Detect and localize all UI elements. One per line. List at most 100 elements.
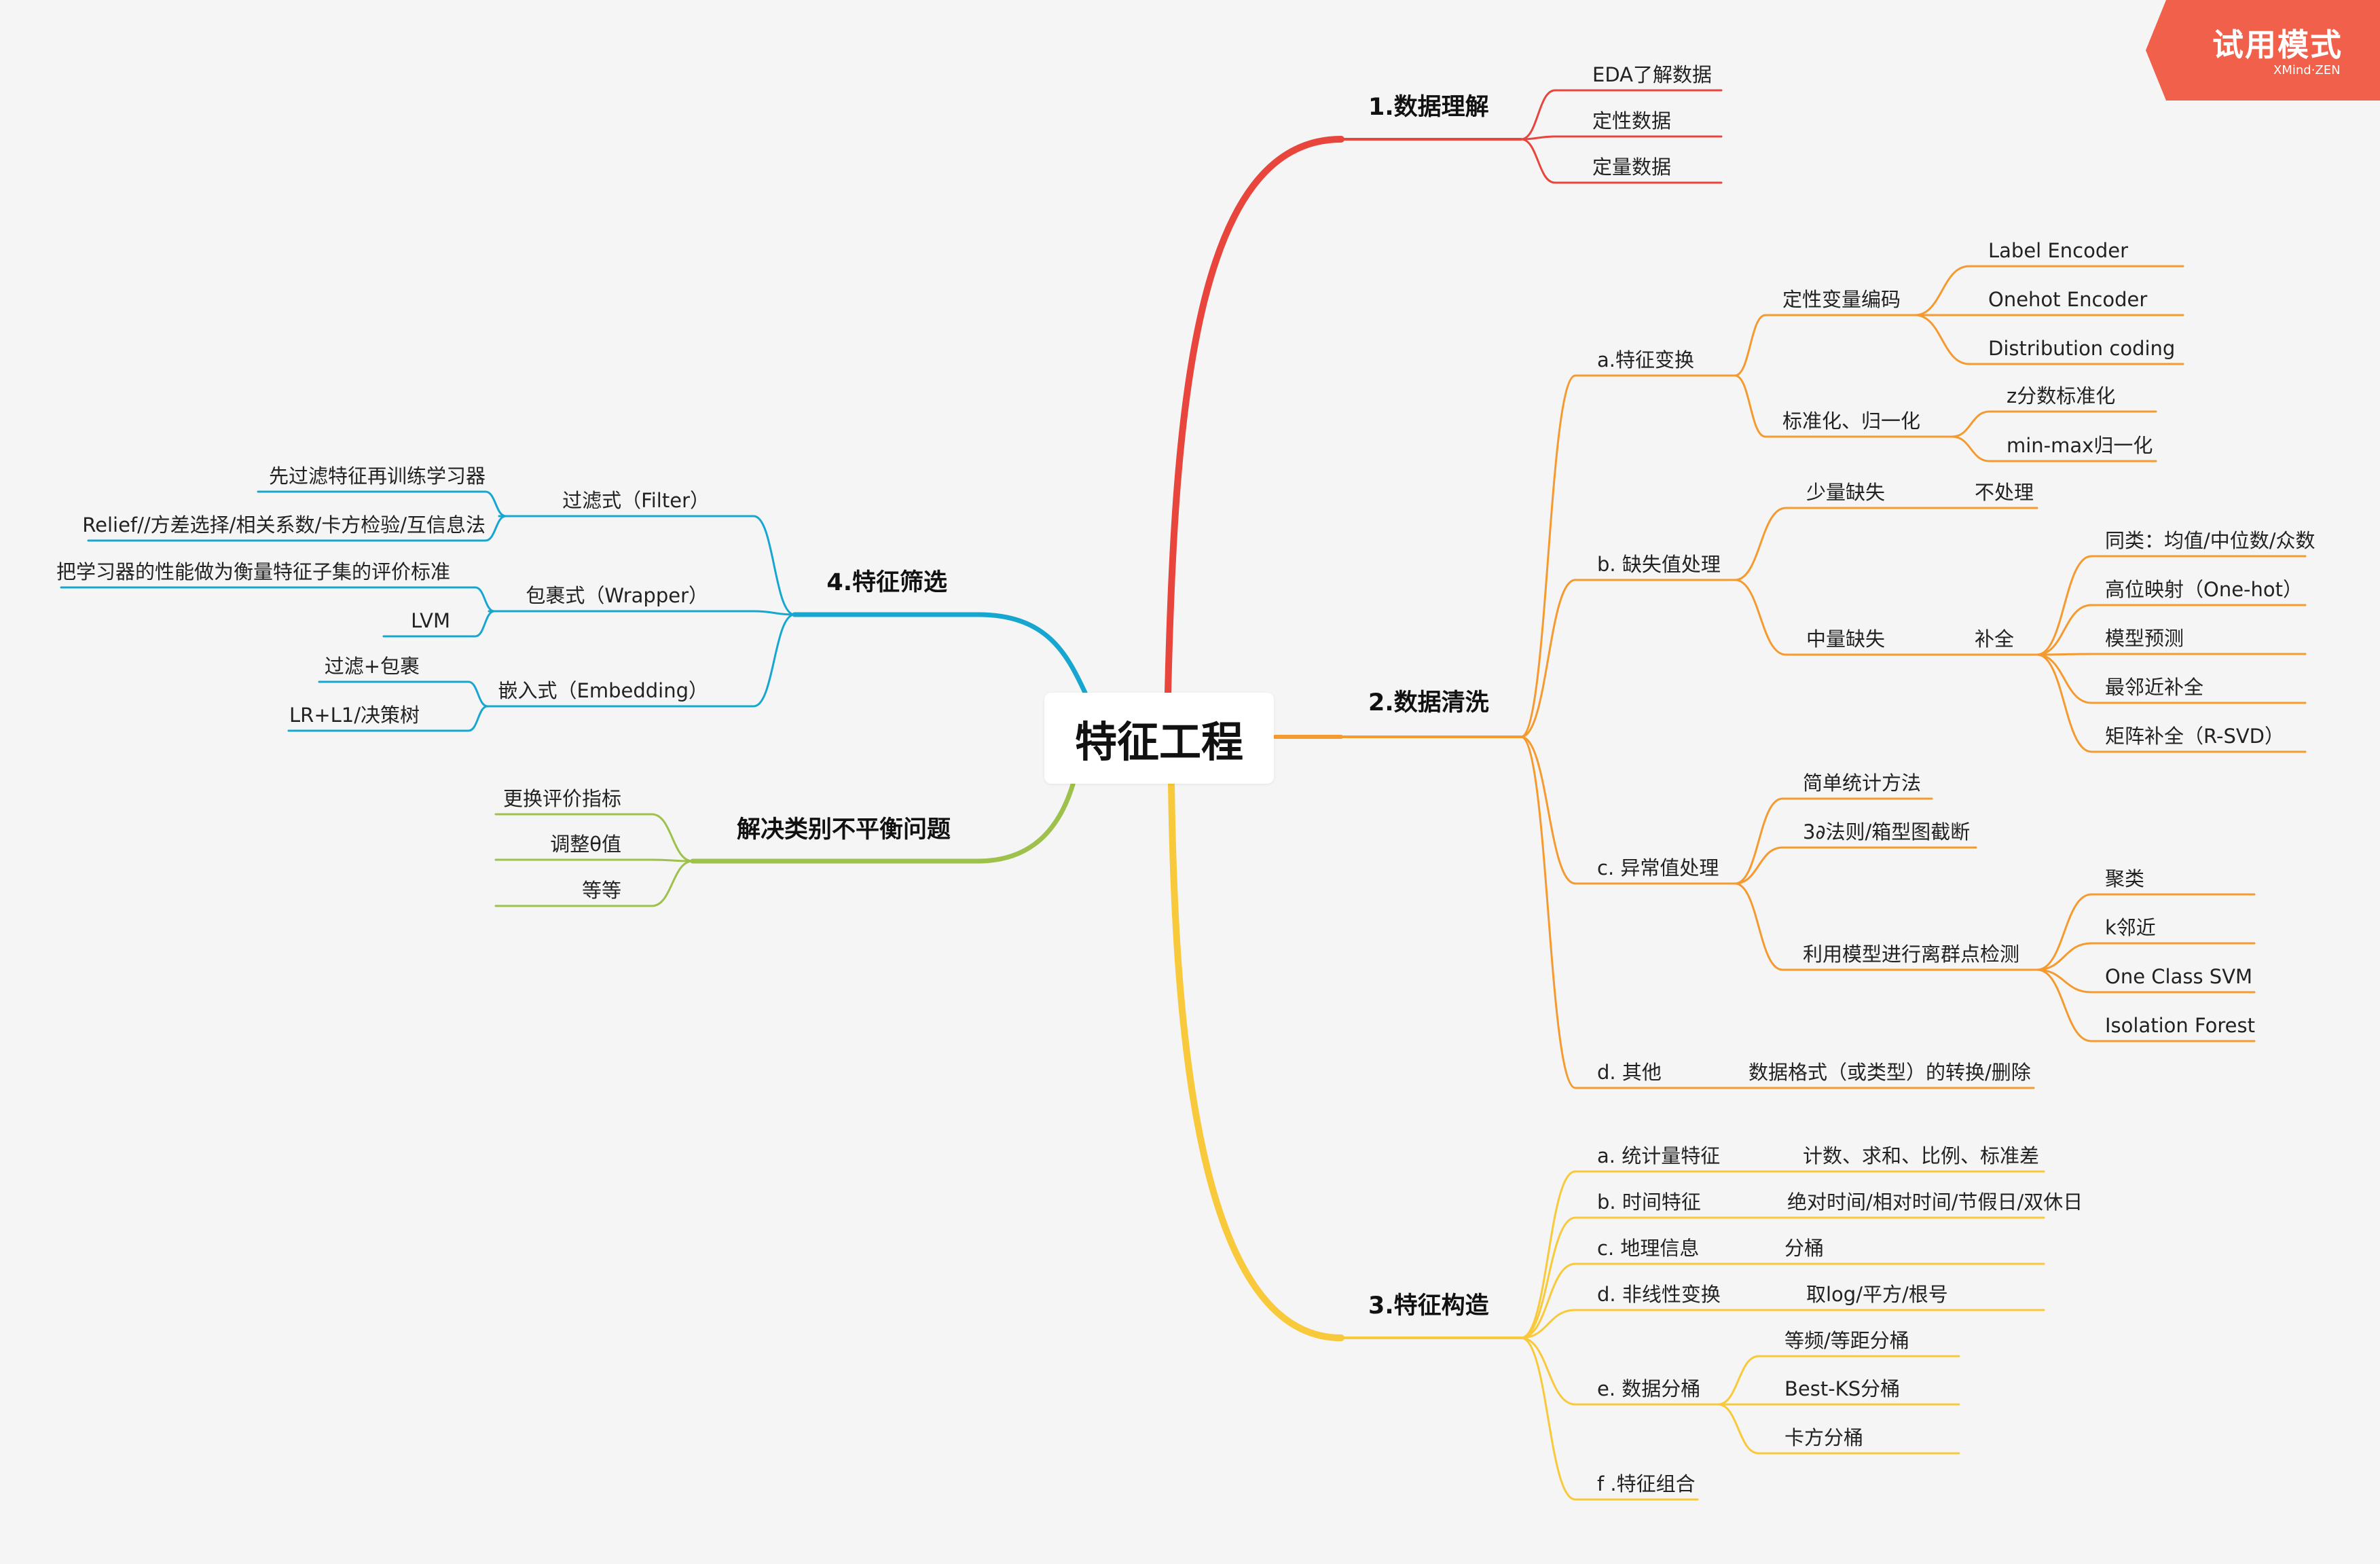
trial-badge-label: 试用模式 [2212,26,2343,63]
link-b4-g2-0 [318,680,489,708]
topic-onehot-encoder[interactable]: Onehot Encoder [1988,288,2148,311]
topic-format-conversion[interactable]: 数据格式（或类型）的转换/删除 [1749,1061,2031,1084]
topic-filter-desc[interactable]: 先过滤特征再训练学习器 [268,465,486,488]
topic-quantitative-data[interactable]: 定量数据 [1592,156,1672,179]
topic-etc[interactable]: 等等 [581,879,621,902]
link-b3-3 [1520,1309,2045,1339]
topic-mean-median-mode[interactable]: 同类：均值/中位数/众数 [2105,529,2315,552]
link-b5-1 [494,858,694,862]
link-b-g2 [1734,579,2038,656]
trial-badge-brand: XMind·ZEN [2273,63,2341,77]
trunk-branch-5 [690,782,1076,864]
topic-wrapper-desc[interactable]: 把学习器的性能做为衡量特征子集的评价标准 [56,560,450,583]
topic-statistical-features[interactable]: a. 统计量特征 [1597,1144,1721,1167]
topic-time-values[interactable]: 绝对时间/相对时间/节假日/双休日 [1787,1190,2083,1214]
trial-badge[interactable] [2146,0,2380,101]
topic-distribution-coding[interactable]: Distribution coding [1988,337,2176,360]
topic-log-square-root[interactable]: 取log/平方/根号 [1806,1283,1948,1306]
link-b4-g1-1 [382,610,496,638]
link-b1-1 [1520,135,1723,141]
topic-adjust-theta[interactable]: 调整θ值 [550,833,621,856]
link-b3-0 [1520,1170,2045,1339]
topic-model-outlier-detection[interactable]: 利用模型进行离群点检测 [1803,943,2020,966]
topic-imputation[interactable]: 补全 [1975,628,2015,651]
topic-lvm[interactable]: LVM [411,609,450,632]
topic-model-prediction[interactable]: 模型预测 [2105,627,2184,650]
link-b2-b [1520,579,1736,738]
topic-label-encoder[interactable]: Label Encoder [1988,239,2129,262]
topic-data-binning[interactable]: e. 数据分桶 [1597,1377,1701,1400]
topic-data-cleaning[interactable]: 2.数据清洗 [1368,689,1489,716]
trunk-branch-1 [1165,136,1344,696]
topic-filter-method[interactable]: 过滤式（Filter） [562,489,710,512]
trunk-branch-4 [792,612,1088,695]
topic-chi-square-binning[interactable]: 卡方分桶 [1784,1426,1864,1449]
topic-feature-combination[interactable]: f .特征组合 [1597,1472,1696,1495]
topic-matrix-completion[interactable]: 矩阵补全（R-SVD） [2105,725,2285,748]
link-c-0 [1734,797,1933,885]
topic-missing-values[interactable]: b. 缺失值处理 [1597,553,1721,576]
link-b4-g0-1 [87,515,507,542]
topic-embedding-method[interactable]: 嵌入式（Embedding） [498,679,709,702]
link-b4-g0-0 [257,490,507,517]
topic-isolation-forest[interactable]: Isolation Forest [2105,1014,2255,1037]
topic-normalization[interactable]: 标准化、归一化 [1782,410,1921,433]
topic-class-imbalance[interactable]: 解决类别不平衡问题 [736,816,951,843]
topic-high-dim-mapping[interactable]: 高位映射（One-hot） [2105,578,2303,601]
link-b1-2 [1520,138,1723,184]
topic-wrapper-method[interactable]: 包裹式（Wrapper） [526,584,708,607]
link-b4-g2-1 [287,705,489,732]
topic-best-ks-binning[interactable]: Best-KS分桶 [1784,1377,1901,1400]
topic-medium-missing[interactable]: 中量缺失 [1806,628,1886,651]
topic-equal-freq-binning[interactable]: 等频/等距分桶 [1784,1329,1909,1352]
topic-z-score[interactable]: z分数标准化 [2007,384,2116,407]
link-b3-e-0 [1717,1355,1960,1406]
topic-no-processing[interactable]: 不处理 [1975,481,2034,504]
root-topic[interactable]: 特征工程 [1044,693,1274,784]
topic-nearest-neighbor-fill[interactable]: 最邻近补全 [2105,676,2204,699]
topic-one-class-svm[interactable]: One Class SVM [2105,965,2253,988]
topic-min-max[interactable]: min-max归一化 [2007,434,2153,457]
topic-change-metric[interactable]: 更换评价指标 [502,787,621,810]
topic-simple-statistics[interactable]: 简单统计方法 [1803,771,1922,795]
link-a-g1 [1734,314,1916,377]
topic-knn[interactable]: k邻近 [2105,916,2156,939]
topic-geo-binning[interactable]: 分桶 [1784,1237,1825,1260]
trunk-branch-3 [1168,781,1344,1341]
topic-feature-selection[interactable]: 4.特征筛选 [826,569,947,596]
link-b4-g2 [484,613,796,708]
topic-categorical-encoding[interactable]: 定性变量编码 [1782,288,1901,311]
topic-filter-examples[interactable]: Relief//方差选择/相关系数/卡方检验/互信息法 [82,513,486,537]
topic-nonlinear-transform[interactable]: d. 非线性变换 [1597,1283,1721,1306]
link-b3-2 [1520,1262,2045,1339]
link-a-g2-0 [1951,410,2157,438]
topic-feature-transform[interactable]: a.特征变换 [1597,348,1694,371]
topic-time-features[interactable]: b. 时间特征 [1597,1190,1701,1214]
topic-feature-construction[interactable]: 3.特征构造 [1368,1292,1489,1320]
topic-other[interactable]: d. 其他 [1597,1061,1662,1084]
topic-filter-plus-wrapper[interactable]: 过滤+包裹 [324,655,420,678]
topic-3-sigma[interactable]: 3∂法则/箱型图截断 [1803,820,1971,843]
link-b4-g0 [498,515,796,616]
link-a-g2 [1734,374,1954,438]
topic-data-understanding[interactable]: 1.数据理解 [1368,94,1489,121]
link-b-g2-2 [2036,653,2307,656]
link-c-g-1 [2036,942,2256,971]
topic-eda[interactable]: EDA了解数据 [1592,63,1712,86]
link-c-g-3 [2036,968,2256,1042]
link-b2-d [1520,735,1736,1089]
topic-statistical-values[interactable]: 计数、求和、比例、标准差 [1803,1144,2040,1167]
link-b2-c [1520,735,1736,885]
link-c-g-2 [2036,968,2256,994]
topic-few-missing[interactable]: 少量缺失 [1806,481,1886,504]
link-a-g1-2 [1914,314,2184,365]
link-b2-a [1520,374,1736,738]
topic-lr-l1-tree[interactable]: LR+L1/决策树 [289,704,420,727]
topic-qualitative-data[interactable]: 定性数据 [1592,109,1672,132]
link-b4-g1 [488,610,796,616]
topic-geo-info[interactable]: c. 地理信息 [1597,1237,1700,1260]
topic-clustering[interactable]: 聚类 [2105,867,2145,890]
topic-outliers[interactable]: c. 异常值处理 [1597,856,1719,879]
